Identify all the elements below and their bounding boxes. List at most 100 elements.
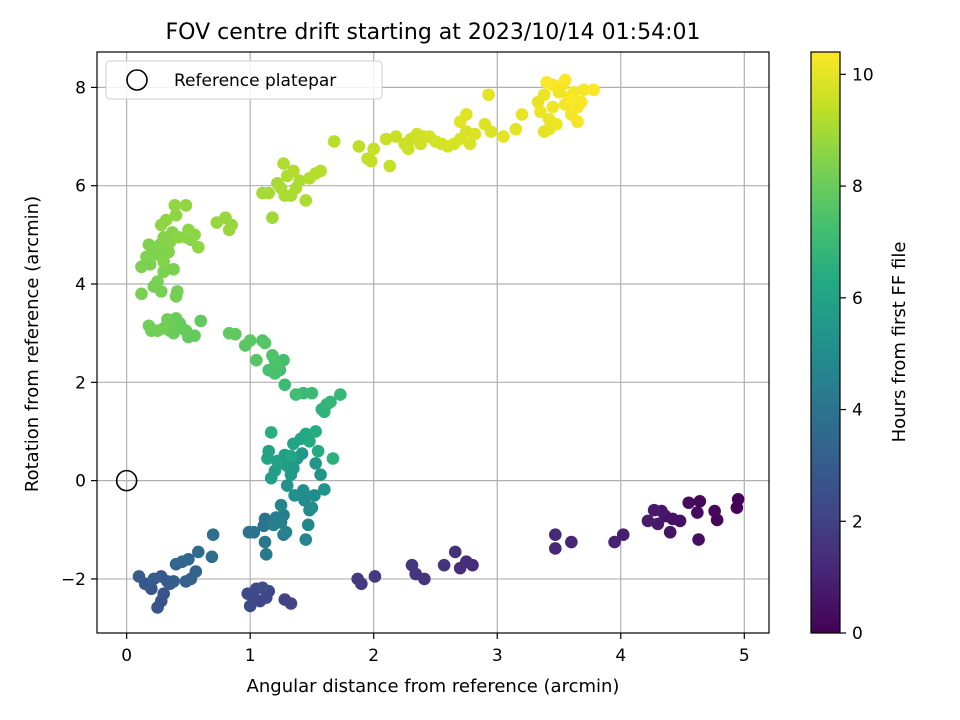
data-point (250, 353, 263, 367)
data-point (682, 496, 696, 510)
data-point (379, 132, 393, 146)
y-tick-label: 4 (75, 275, 86, 295)
colorbar-tick-label: 0 (852, 624, 863, 644)
data-point (151, 275, 164, 288)
data-point (277, 157, 290, 170)
data-point (367, 142, 381, 156)
colorbar-ticks: 0 2 4 6 8 10 (840, 65, 874, 644)
data-point (352, 140, 366, 153)
data-point (448, 545, 462, 559)
data-point (132, 570, 146, 583)
data-point (264, 471, 278, 485)
data-point (577, 83, 591, 97)
data-point (305, 501, 319, 514)
colorbar-label: Hours from first FF file (889, 242, 910, 443)
x-tick-label: 1 (245, 646, 256, 666)
x-axis-ticks: 0 1 2 3 4 5 (121, 633, 750, 666)
data-point (364, 154, 378, 168)
data-point (259, 548, 273, 561)
data-point (327, 135, 341, 148)
data-point (256, 581, 269, 595)
data-point (546, 100, 560, 114)
data-point (453, 561, 467, 575)
data-point (264, 426, 278, 439)
data-point (258, 336, 272, 350)
data-point (243, 599, 257, 613)
data-point (241, 587, 255, 600)
data-point (271, 358, 284, 372)
colorbar-tick-label: 10 (852, 65, 874, 85)
data-point (317, 483, 331, 496)
data-point (405, 558, 419, 572)
data-point (540, 76, 553, 89)
data-point (309, 457, 322, 470)
data-point (301, 518, 315, 532)
data-point (308, 489, 321, 502)
data-point (288, 489, 301, 502)
data-point (247, 525, 261, 539)
legend-box (105, 60, 383, 100)
legend-entry-reference-platepar: Reference platepar (174, 71, 336, 91)
data-point (169, 208, 183, 222)
data-point (293, 174, 306, 188)
data-point (334, 388, 347, 401)
reference-platepar-marker (115, 469, 138, 492)
data-point (278, 378, 292, 392)
data-point (497, 130, 510, 143)
chart-title: FOV centre drift starting at 2023/10/14 … (166, 20, 701, 45)
data-point (299, 533, 313, 546)
data-point (189, 565, 203, 578)
data-point (205, 550, 219, 564)
data-point (140, 250, 153, 264)
data-point (279, 525, 293, 539)
data-point (157, 587, 171, 600)
x-tick-label: 4 (615, 646, 626, 666)
data-point (170, 285, 184, 298)
y-tick-label: 0 (75, 472, 86, 492)
data-point (278, 593, 292, 606)
data-point (383, 159, 397, 173)
data-point (142, 319, 156, 333)
data-point (401, 142, 415, 156)
data-point (571, 115, 584, 129)
colorbar-tick-label: 2 (852, 512, 863, 532)
y-tick-label: 6 (75, 177, 86, 197)
data-point (534, 105, 547, 119)
x-tick-label: 2 (368, 646, 379, 666)
data-point (468, 127, 482, 141)
colorbar: 0 2 4 6 8 10 Hours from first FF file (810, 51, 910, 644)
data-point (284, 449, 298, 463)
y-tick-label: 2 (75, 373, 86, 393)
data-point (574, 95, 588, 109)
data-point (324, 395, 337, 409)
data-point (162, 245, 175, 259)
data-point (261, 452, 274, 465)
data-point (299, 194, 313, 207)
data-point (182, 223, 195, 237)
data-point (243, 334, 257, 347)
colorbar-tick-label: 6 (852, 289, 863, 309)
data-point (280, 479, 294, 492)
data-point (309, 425, 322, 438)
data-point (157, 265, 171, 279)
x-tick-label: 3 (492, 646, 503, 666)
data-point (515, 108, 529, 121)
data-point (194, 314, 208, 328)
data-point (663, 525, 677, 539)
data-point (168, 199, 182, 212)
data-point (616, 528, 630, 541)
data-point (509, 122, 523, 136)
data-point (608, 535, 621, 549)
x-tick-label: 0 (121, 646, 132, 666)
data-point (389, 130, 403, 143)
legend: Reference platepar (105, 60, 383, 100)
data-point (167, 575, 180, 588)
data-point (182, 552, 195, 566)
data-point (191, 240, 205, 254)
data-point (692, 533, 705, 546)
data-point (159, 213, 173, 227)
x-tick-label: 5 (739, 646, 750, 666)
data-point (206, 528, 220, 541)
data-point (222, 326, 236, 340)
